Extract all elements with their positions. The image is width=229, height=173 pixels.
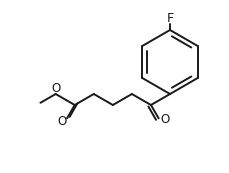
Text: O: O [51, 81, 60, 94]
Text: F: F [166, 11, 174, 25]
Text: O: O [57, 115, 67, 128]
Text: O: O [160, 113, 169, 126]
